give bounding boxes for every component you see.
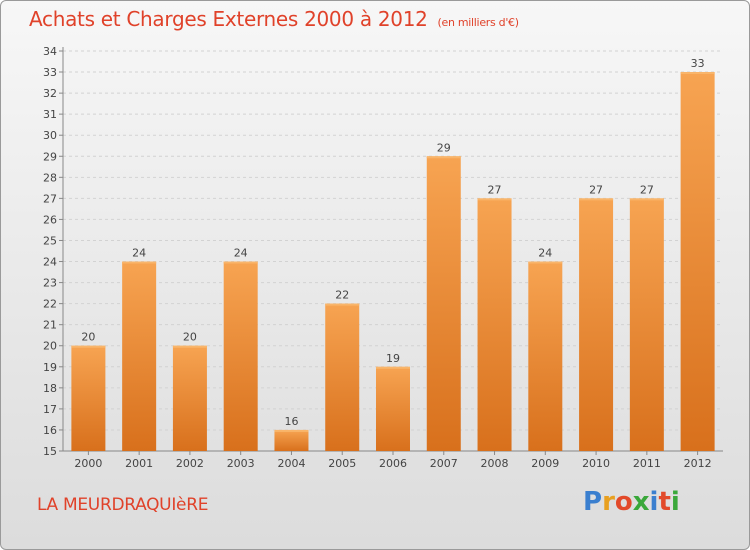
data-label: 24 [234,247,248,260]
x-tick-label: 2011 [633,457,661,470]
data-label: 24 [538,247,552,260]
logo-letter: i [670,487,680,517]
y-tick-label: 19 [43,361,57,374]
y-tick-label: 22 [43,298,57,311]
x-tick-label: 2005 [328,457,356,470]
x-tick-label: 2009 [531,457,559,470]
bar [528,261,563,451]
y-tick-label: 16 [43,424,57,437]
y-tick-label: 34 [43,45,57,58]
y-tick-label: 26 [43,213,57,226]
y-tick-label: 33 [43,66,57,79]
data-label: 19 [386,352,400,365]
y-tick-label: 29 [43,150,57,163]
bar [274,429,309,451]
x-tick-label: 2008 [481,457,509,470]
y-tick-label: 25 [43,234,57,247]
data-label: 16 [284,415,298,428]
chart-title: Achats et Charges Externes 2000 à 2012 (e… [29,7,519,31]
bar [172,345,207,451]
y-tick-label: 18 [43,382,57,395]
bar-chart: 15 16 17 18 19 20 21 22 23 24 25 26 27 28 29 30 31 32 33 34… [43,45,723,470]
bar-top-highlight [172,345,207,348]
data-label: 29 [437,141,451,154]
data-label: 27 [488,183,502,196]
bar [426,156,461,451]
x-tick-label: 2000 [74,457,102,470]
logo-letter: o [614,487,633,517]
bar [122,261,157,451]
x-tick-label: 2010 [582,457,610,470]
data-label: 20 [183,331,197,344]
labels: 15 16 17 18 19 20 21 22 23 24 25 26 27 28 29 30 31 32 33 34… [43,45,712,470]
y-tick-label: 27 [43,192,57,205]
x-tick-label: 2001 [125,457,153,470]
y-tick-label: 31 [43,108,57,121]
x-tick-label: 2006 [379,457,407,470]
bar [680,72,715,451]
x-tick-label: 2012 [684,457,712,470]
y-tick-label: 15 [43,445,57,458]
logo-letter: P [583,487,603,517]
bar-top-highlight [122,261,157,264]
logo-letter: r [602,487,615,517]
y-tick-label: 28 [43,171,57,184]
data-label: 20 [81,331,95,344]
data-label: 22 [335,289,349,302]
bar [376,366,410,451]
y-tick-label: 21 [43,319,57,332]
data-label: 33 [691,57,705,70]
y-tick-label: 20 [43,340,57,353]
x-tick-label: 2007 [430,457,458,470]
y-tick-label: 23 [43,277,57,290]
data-label: 24 [132,247,146,260]
data-label: 27 [589,183,603,196]
bar-top-highlight [274,429,309,432]
logo-letter: x [632,487,650,517]
bars [71,72,715,451]
proxiti-logo: Proxiti [583,487,680,517]
bar [71,345,106,451]
y-tick-label: 17 [43,403,57,416]
bar-top-highlight [71,345,106,348]
chart-subtitle: (en milliers d'€) [437,16,519,29]
x-tick-label: 2002 [176,457,204,470]
bar-top-highlight [477,198,512,201]
bar [223,261,258,451]
logo-letter: t [658,487,671,517]
bar-top-highlight [629,198,664,201]
chart-title-text: Achats et Charges Externes 2000 à 2012 [29,7,428,31]
logo-letter: i [649,487,659,517]
x-tick-label: 2003 [227,457,255,470]
bar [325,303,360,451]
data-label: 27 [640,183,654,196]
bar-top-highlight [528,261,563,264]
bar-top-highlight [223,261,258,264]
y-tick-label: 24 [43,256,57,269]
bar-top-highlight [680,72,715,75]
bar-top-highlight [579,198,614,201]
bar [477,198,512,451]
x-tick-label: 2004 [277,457,305,470]
commune-name: LA MEURDRAQUIèRE [37,495,209,515]
y-tick-label: 30 [43,129,57,142]
bar-top-highlight [325,303,360,306]
bar-top-highlight [426,156,461,159]
y-tick-label: 32 [43,87,57,100]
bar [629,198,664,451]
bar-top-highlight [376,366,410,369]
bar [579,198,614,451]
